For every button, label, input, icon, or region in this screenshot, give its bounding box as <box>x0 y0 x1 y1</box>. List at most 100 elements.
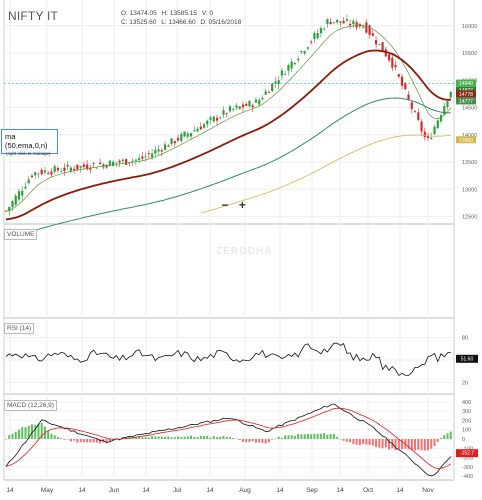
macd-histogram-bar <box>76 439 79 443</box>
candle-body <box>34 172 37 176</box>
candle-body <box>92 163 95 165</box>
candle-body <box>241 104 245 108</box>
macd-histogram-bar <box>446 433 449 439</box>
volume-panel-label[interactable]: VOLUME <box>4 229 38 240</box>
x-axis-label: Aug <box>239 487 251 494</box>
candle-body <box>417 112 420 120</box>
candle-body <box>180 134 183 141</box>
candle-body <box>167 145 170 147</box>
macd-histogram-bar <box>332 434 335 439</box>
macd-histogram-bar <box>219 436 222 439</box>
candle-body <box>394 64 397 68</box>
candle-body <box>443 106 446 115</box>
candle-body <box>339 21 342 23</box>
candle-body <box>206 120 209 125</box>
macd-histogram-bar <box>290 435 293 439</box>
macd-histogram-bar <box>34 424 37 439</box>
candle-body <box>30 175 34 178</box>
price-tick-label: 16000 <box>462 24 477 30</box>
macd-histogram-bar <box>417 439 420 450</box>
macd-histogram-bar <box>258 439 261 443</box>
price-badge-label: 13900 <box>459 138 473 144</box>
candle-body <box>212 116 215 122</box>
candle-body <box>86 164 89 170</box>
ohlc-row-1: O: 13474.05 H: 13585.15 V: 0 <box>121 10 216 17</box>
candle-body <box>352 20 355 25</box>
candle-body <box>251 105 254 108</box>
macd-histogram-bar <box>394 439 397 451</box>
ma-study-label: ma (50,ema,0,n) <box>5 132 48 150</box>
macd-histogram-bar <box>297 434 300 439</box>
macd-histogram-bar <box>401 439 404 450</box>
candle-body <box>176 137 180 141</box>
candle-body <box>297 58 300 61</box>
macd-histogram-bar <box>384 439 387 448</box>
macd-histogram-bar <box>177 436 180 439</box>
rsi-panel-label[interactable]: RSI (14) <box>4 323 35 334</box>
candle-body <box>228 106 232 112</box>
candle-body <box>378 44 381 45</box>
macd-histogram-bar <box>381 439 384 449</box>
macd-histogram-bar <box>196 437 199 439</box>
candle-body <box>336 19 339 23</box>
macd-histogram-bar <box>397 439 400 450</box>
candle-body <box>189 133 193 137</box>
candle-body <box>138 158 141 160</box>
macd-histogram-bar <box>225 436 228 439</box>
macd-histogram-bar <box>56 437 59 439</box>
rsi-tick-label: 20 <box>462 381 468 387</box>
candle-body <box>316 33 319 39</box>
candle-body <box>63 167 66 171</box>
x-axis-label: May <box>41 487 54 494</box>
candle-body <box>215 117 219 121</box>
candle-body <box>235 105 238 108</box>
macd-badge-label: -152.7 <box>460 451 474 457</box>
candle-body <box>400 76 404 86</box>
macd-histogram-bar <box>216 437 219 439</box>
macd-histogram-bar <box>89 439 92 443</box>
rsi-tick-label: 80 <box>462 336 468 342</box>
ohlc-close: C: 13525.60 <box>121 19 157 26</box>
macd-histogram-bar <box>300 434 303 439</box>
macd-histogram-bar <box>79 439 82 443</box>
candle-body <box>66 164 69 167</box>
macd-histogram-bar <box>254 439 257 443</box>
x-axis-label: Jun <box>109 487 120 494</box>
macd-line <box>5 403 452 477</box>
zoom-out-button[interactable]: − <box>221 198 229 212</box>
macd-histogram-bar <box>183 436 186 439</box>
candle-body <box>303 51 306 54</box>
macd-panel-label[interactable]: MACD (12,26,9) <box>4 400 57 411</box>
macd-histogram-bar <box>310 434 313 439</box>
macd-histogram-bar <box>8 435 11 439</box>
macd-tick-label: -400 <box>462 474 473 480</box>
macd-tick-label: 200 <box>462 418 471 424</box>
rsi-badge <box>456 354 478 363</box>
candle-body <box>371 33 374 36</box>
price-tick-label: 14000 <box>462 133 477 139</box>
macd-histogram-bar <box>167 436 170 439</box>
macd-histogram-bar <box>414 439 417 451</box>
macd-histogram-bar <box>316 433 319 439</box>
candle-body <box>397 74 400 77</box>
macd-histogram-bar <box>193 436 196 439</box>
candle-body <box>43 170 47 173</box>
candle-body <box>170 138 173 144</box>
zoom-in-button[interactable]: + <box>238 198 246 212</box>
candle-body <box>258 99 261 105</box>
candle-body <box>144 156 147 158</box>
x-axis-label: Nov <box>422 487 434 494</box>
candle-body <box>232 108 235 110</box>
ma-study-box[interactable]: ma (50,ema,0,n) (right-click to manage) <box>1 129 58 156</box>
candle-body <box>14 195 17 205</box>
macd-histogram-bar <box>449 431 452 439</box>
candle-body <box>332 22 335 23</box>
candle-body <box>280 70 284 76</box>
macd-histogram-bar <box>319 433 322 439</box>
macd-tick-label: -200 <box>462 456 473 462</box>
x-axis-label: 14 <box>336 487 344 494</box>
candle-body <box>391 57 394 68</box>
candle-body <box>50 171 53 175</box>
